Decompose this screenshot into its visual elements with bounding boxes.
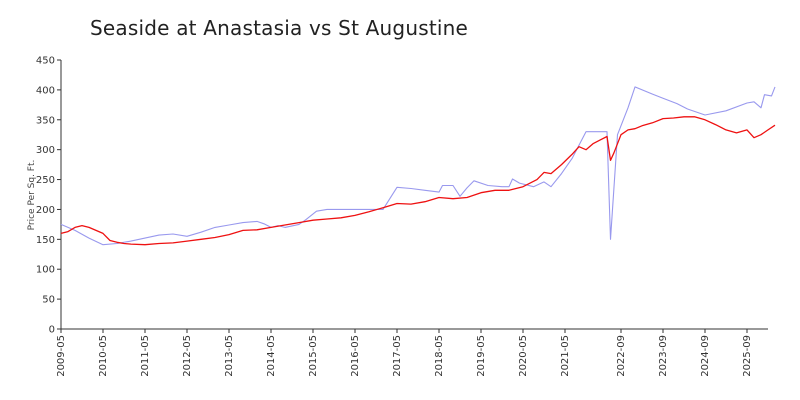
y-tick-label: 50 [42,295,55,306]
x-tick-label: 2024-09 [700,335,711,377]
x-tick-label: 2013-05 [224,335,235,377]
y-tick-label: 0 [49,325,55,336]
y-tick-label: 350 [36,115,55,126]
x-tick-label: 2009-05 [56,335,67,377]
x-tick-label: 2022-09 [616,335,627,377]
series-line-2 [60,116,776,246]
x-tick-label: 2016-05 [350,335,361,377]
x-tick-label: 2015-05 [308,335,319,377]
x-tick-label: 2023-09 [658,335,669,377]
y-tick-label: 150 [36,235,55,246]
y-tick-label: 200 [36,205,55,216]
y-tick-label: 300 [36,145,55,156]
x-tick-label: 2014-05 [266,335,277,377]
x-tick-label: 2018-05 [434,335,445,377]
x-tick-label: 2011-05 [140,335,151,377]
series-line-1 [60,86,776,246]
x-tick-label: 2019-05 [476,335,487,377]
x-tick-label: 2012-05 [182,335,193,377]
y-tick-label: 250 [36,175,55,186]
series-lines [60,86,776,246]
y-axis: 0 50 100 150 200 250 300 350 400 450 [36,56,62,336]
x-axis: 2009-05 2010-05 2011-05 2012-05 2013-05 2014-… [56,328,768,377]
x-tick-label: 2010-05 [98,335,109,377]
x-tick-label: 2017-05 [392,335,403,377]
x-tick-label: 2021-05 [560,335,571,377]
x-tick-label: 2020-05 [518,335,529,377]
y-tick-label: 400 [36,85,55,96]
y-tick-label: 450 [36,56,55,67]
x-tick-label: 2025-09 [742,335,753,377]
y-axis-title: Price Per Sq. Ft. [27,160,37,231]
chart-title: Seaside at Anastasia vs St Augustine [90,16,469,40]
y-tick-label: 100 [36,265,55,276]
